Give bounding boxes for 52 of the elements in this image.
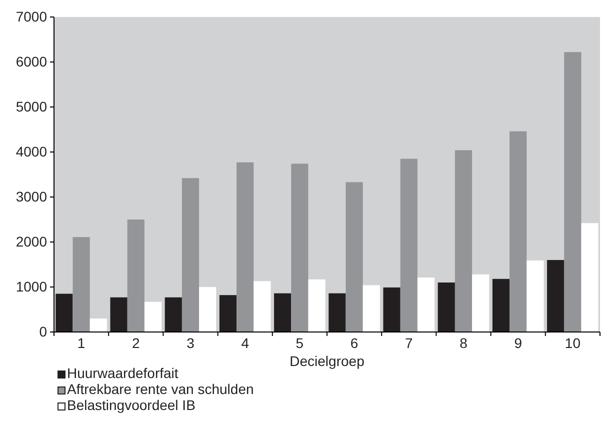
bar bbox=[564, 52, 582, 332]
bar bbox=[492, 278, 510, 332]
x-tick-label: 7 bbox=[405, 334, 413, 351]
x-tick-label: 6 bbox=[350, 334, 358, 351]
bar bbox=[254, 281, 271, 332]
x-tick-label: 10 bbox=[564, 334, 581, 351]
bar bbox=[417, 278, 435, 332]
x-tick-label: 8 bbox=[460, 334, 468, 351]
bar bbox=[164, 297, 182, 332]
y-tick-label: 0 bbox=[39, 323, 48, 340]
bar bbox=[127, 220, 144, 332]
bar bbox=[182, 178, 200, 332]
y-tick-label: 4000 bbox=[16, 143, 48, 160]
x-tick-label: 2 bbox=[132, 334, 140, 351]
bar bbox=[400, 158, 418, 332]
y-tick-label: 7000 bbox=[16, 8, 48, 24]
bar bbox=[581, 223, 598, 332]
x-tick-label: 1 bbox=[77, 334, 86, 351]
legend-label: Aftrekbare rente van schulden bbox=[67, 381, 254, 397]
bar bbox=[110, 297, 128, 332]
bar bbox=[346, 182, 363, 332]
bar bbox=[454, 150, 472, 332]
y-tick-label: 3000 bbox=[16, 188, 48, 204]
bar bbox=[383, 287, 400, 332]
y-tick-label: 1000 bbox=[16, 278, 48, 294]
bar bbox=[219, 295, 237, 332]
x-tick-label: 4 bbox=[241, 334, 250, 351]
legend-label: Huurwaardeforfait bbox=[67, 365, 178, 381]
bar bbox=[144, 302, 162, 332]
x-tick-label: 3 bbox=[186, 334, 195, 351]
bar bbox=[438, 282, 455, 332]
bar bbox=[90, 318, 107, 332]
y-tick-label: 5000 bbox=[16, 98, 48, 114]
y-tick-label: 2000 bbox=[16, 233, 48, 250]
bar bbox=[308, 279, 326, 332]
bar bbox=[236, 162, 254, 332]
bar bbox=[328, 293, 346, 332]
bar bbox=[362, 285, 380, 332]
legend-label: Belastingvoordeel IB bbox=[67, 397, 196, 413]
bar bbox=[472, 274, 490, 332]
bar bbox=[199, 287, 216, 332]
bar bbox=[56, 294, 73, 332]
bar bbox=[526, 260, 544, 332]
x-tick-label: 5 bbox=[296, 334, 304, 351]
y-tick-label: 6000 bbox=[16, 53, 48, 70]
bar bbox=[274, 293, 292, 332]
x-axis-title: Decielgroep bbox=[290, 353, 365, 369]
x-tick-label: 9 bbox=[514, 334, 522, 351]
bar bbox=[510, 131, 527, 332]
bar bbox=[72, 237, 90, 332]
bar bbox=[291, 164, 308, 332]
bar bbox=[547, 260, 564, 332]
